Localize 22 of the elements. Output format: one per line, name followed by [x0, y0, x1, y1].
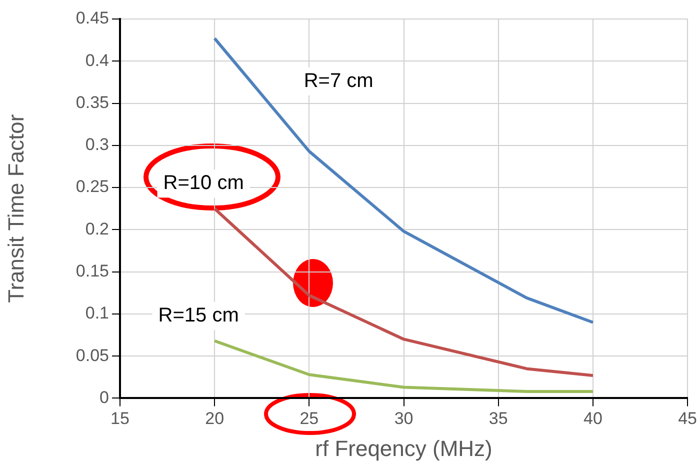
x-tick-label: 25 [300, 409, 319, 428]
y-tick-label: 0.4 [85, 50, 109, 70]
x-tick-label: 30 [394, 409, 414, 428]
x-tick-label: 20 [205, 409, 224, 428]
y-tick-label: 0 [100, 388, 109, 407]
x-tick-label: 40 [583, 409, 602, 428]
series-label: R=10 cm [163, 172, 244, 194]
y-tick-label: 0.05 [76, 346, 109, 365]
y-tick-label: 0.45 [76, 8, 109, 28]
x-tick-label: 45 [678, 409, 698, 428]
series-label: R=7 cm [304, 70, 374, 92]
y-axis-title: Transit Time Factor [3, 114, 28, 303]
y-tick-label: 0.15 [76, 261, 109, 280]
y-tick-label: 0.35 [76, 92, 109, 112]
y-tick-label: 0.1 [85, 304, 109, 323]
series-label: R=15 cm [158, 304, 239, 326]
x-axis-title: rf Freqency (MHz) [315, 436, 492, 461]
x-tick-label: 35 [488, 409, 508, 428]
x-tick-label: 15 [110, 409, 130, 428]
y-tick-label: 0.2 [85, 219, 109, 238]
y-tick-label: 0.25 [76, 177, 109, 196]
y-tick-label: 0.3 [85, 135, 109, 154]
